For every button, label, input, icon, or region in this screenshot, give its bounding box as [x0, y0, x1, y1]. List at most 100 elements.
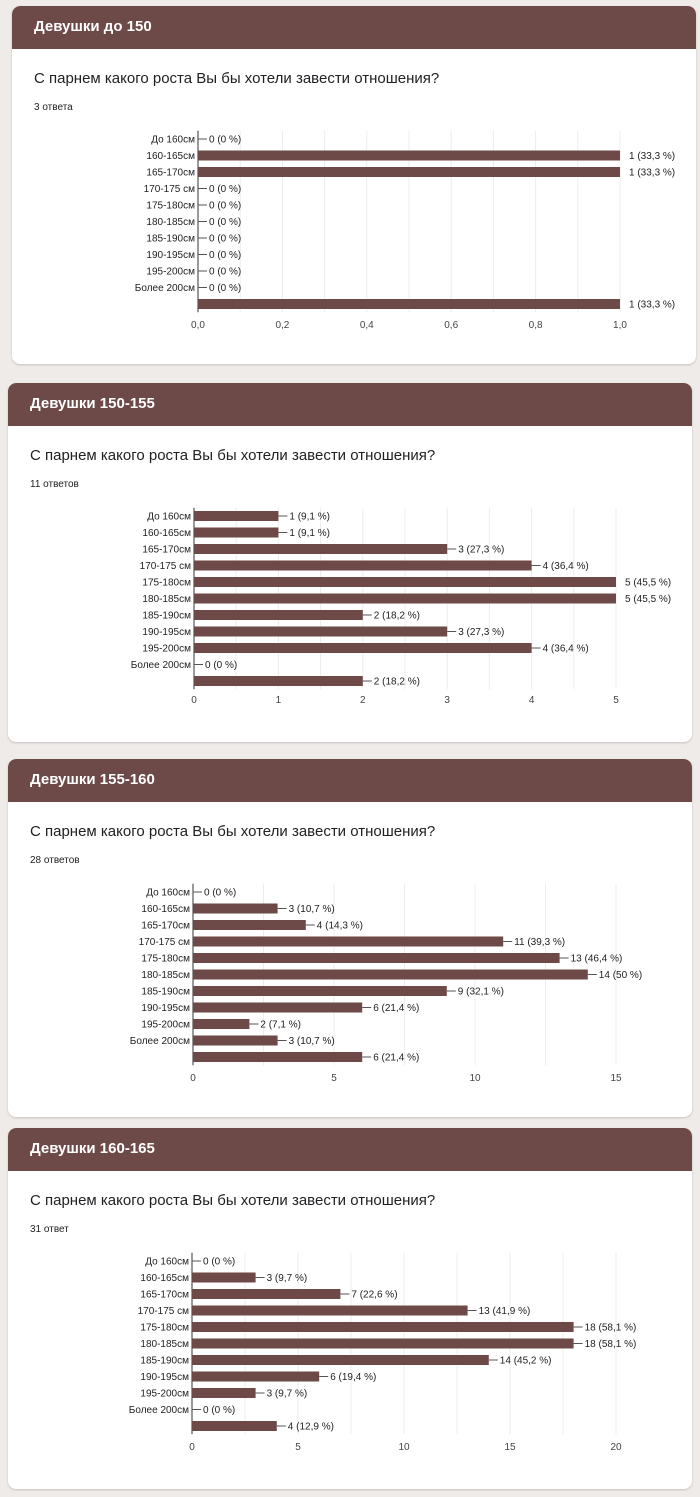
x-tick-label: 0,8 — [529, 320, 543, 331]
bar[interactable] — [194, 610, 363, 620]
category-label: 180-185см — [142, 594, 191, 605]
category-label: 175-180см — [142, 578, 191, 589]
bar[interactable] — [198, 299, 620, 309]
card-header: Девушки 160-165 — [8, 1128, 692, 1171]
category-label: 175-180см — [146, 201, 195, 212]
bar[interactable] — [192, 1272, 256, 1283]
data-label: 18 (58,1 %) — [585, 1323, 637, 1334]
data-label: 14 (45,2 %) — [500, 1356, 552, 1367]
bar[interactable] — [193, 953, 560, 963]
category-label: 195-200см — [142, 644, 191, 655]
bar[interactable] — [193, 969, 588, 980]
bar[interactable] — [192, 1338, 574, 1349]
data-label: 1 (33,3 %) — [629, 151, 675, 162]
bar[interactable] — [192, 1289, 341, 1299]
bar[interactable] — [194, 560, 532, 571]
bar[interactable] — [192, 1305, 468, 1316]
data-label: 0 (0 %) — [203, 1257, 235, 1268]
data-label: 14 (50 %) — [599, 970, 642, 981]
category-label: 170-175 см — [139, 937, 190, 948]
data-label: 0 (0 %) — [209, 217, 241, 228]
data-label: 7 (22,6 %) — [351, 1290, 397, 1301]
data-label: 4 (14,3 %) — [317, 921, 363, 932]
bar[interactable] — [192, 1371, 320, 1382]
x-tick-label: 1,0 — [613, 320, 627, 331]
bar[interactable] — [192, 1322, 574, 1332]
x-tick-label: 0 — [190, 1073, 196, 1084]
survey-card-2: Девушки 150-155 С парнем какого роста Вы… — [8, 383, 692, 742]
data-label: 5 (45,5 %) — [625, 578, 671, 589]
bar[interactable] — [193, 1052, 363, 1062]
category-label: 165-170см — [146, 168, 195, 179]
category-label: 170-175 см — [138, 1306, 189, 1317]
bar[interactable] — [193, 920, 306, 930]
bar[interactable] — [194, 577, 616, 587]
bar[interactable] — [194, 593, 616, 604]
data-label: 3 (10,7 %) — [289, 1036, 335, 1047]
bar-chart: До 160см 1 (9,1 %) 160-165см 1 (9,1 %) 165-1… — [131, 507, 671, 706]
category-label: 190-195см — [142, 627, 191, 638]
bar[interactable] — [193, 1019, 250, 1029]
data-label: 5 (45,5 %) — [625, 594, 671, 605]
data-label: 4 (36,4 %) — [543, 644, 589, 655]
survey-card-3: Девушки 155-160 С парнем какого роста Вы… — [8, 759, 692, 1117]
question-text: С парнем какого роста Вы бы хотели завес… — [30, 1192, 436, 1209]
bar[interactable] — [192, 1388, 256, 1398]
data-label: 0 (0 %) — [203, 1405, 235, 1416]
x-tick-label: 5 — [613, 695, 619, 706]
bar[interactable] — [198, 167, 620, 177]
data-label: 3 (10,7 %) — [289, 904, 335, 915]
card-title: Девушки до 150 — [34, 18, 152, 35]
survey-card-4: Девушки 160-165 С парнем какого роста Вы… — [8, 1128, 692, 1489]
data-label: 1 (9,1 %) — [289, 528, 330, 539]
data-label: 18 (58,1 %) — [585, 1339, 637, 1350]
data-label: 2 (7,1 %) — [260, 1020, 301, 1031]
category-label: 160-165см — [141, 904, 190, 915]
bar[interactable] — [194, 544, 448, 554]
bar[interactable] — [193, 936, 504, 947]
category-label: 170-175 см — [144, 184, 195, 195]
bar[interactable] — [194, 527, 279, 538]
bar[interactable] — [192, 1421, 277, 1431]
card-title: Девушки 155-160 — [30, 771, 155, 788]
x-tick-label: 2 — [360, 695, 366, 706]
data-label: 0 (0 %) — [209, 184, 241, 195]
x-tick-label: 10 — [469, 1073, 481, 1084]
bar-chart: До 160см 0 (0 %) 160-165см 3 (10,7 %) 165-17… — [130, 883, 642, 1084]
x-tick-label: 0 — [189, 1442, 195, 1453]
data-label: 0 (0 %) — [209, 135, 241, 146]
category-label: 160-165см — [146, 151, 195, 162]
survey-card-1: Девушки до 150 С парнем какого роста Вы … — [12, 6, 696, 364]
bar[interactable] — [193, 903, 278, 914]
data-label: 6 (19,4 %) — [330, 1372, 376, 1383]
question-text: С парнем какого роста Вы бы хотели завес… — [34, 70, 440, 87]
category-label: 180-185см — [140, 1339, 189, 1350]
data-label: 0 (0 %) — [204, 888, 236, 899]
bar[interactable] — [194, 626, 448, 637]
bar[interactable] — [193, 986, 447, 996]
category-label: 190-195см — [141, 1003, 190, 1014]
data-label: 13 (41,9 %) — [479, 1306, 531, 1317]
category-label: До 160см — [145, 1257, 189, 1268]
bar[interactable] — [194, 643, 532, 653]
bar[interactable] — [192, 1355, 489, 1365]
data-label: 4 (36,4 %) — [543, 561, 589, 572]
bar[interactable] — [193, 1002, 363, 1013]
x-tick-label: 0,0 — [191, 320, 205, 331]
bar[interactable] — [194, 676, 363, 686]
x-tick-label: 10 — [398, 1442, 410, 1453]
card-title: Девушки 150-155 — [30, 395, 155, 412]
x-tick-label: 0,2 — [275, 320, 289, 331]
category-label: 180-185см — [146, 217, 195, 228]
bar[interactable] — [198, 150, 620, 161]
data-label: 2 (18,2 %) — [374, 611, 420, 622]
bar[interactable] — [194, 511, 279, 521]
category-label: До 160см — [146, 888, 190, 899]
data-label: 0 (0 %) — [209, 283, 241, 294]
data-label: 3 (9,7 %) — [267, 1273, 308, 1284]
card-header: Девушки 155-160 — [8, 759, 692, 802]
data-label: 6 (21,4 %) — [373, 1003, 419, 1014]
data-label: 0 (0 %) — [209, 250, 241, 261]
data-label: 9 (32,1 %) — [458, 987, 504, 998]
bar[interactable] — [193, 1035, 278, 1046]
